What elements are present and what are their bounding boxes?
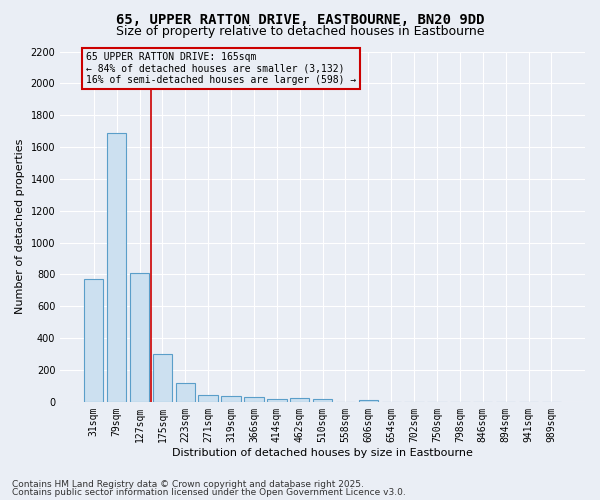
- Bar: [199, 394, 218, 402]
- Y-axis label: Number of detached properties: Number of detached properties: [15, 139, 25, 314]
- Bar: [152, 354, 172, 402]
- Bar: [107, 132, 127, 402]
- Text: 65, UPPER RATTON DRIVE, EASTBOURNE, BN20 9DD: 65, UPPER RATTON DRIVE, EASTBOURNE, BN20…: [116, 12, 484, 26]
- Bar: [176, 382, 195, 402]
- Bar: [267, 398, 287, 402]
- Bar: [290, 398, 310, 402]
- Bar: [313, 399, 332, 402]
- Text: Contains HM Land Registry data © Crown copyright and database right 2025.: Contains HM Land Registry data © Crown c…: [12, 480, 364, 489]
- Text: Contains public sector information licensed under the Open Government Licence v3: Contains public sector information licen…: [12, 488, 406, 497]
- Text: Size of property relative to detached houses in Eastbourne: Size of property relative to detached ho…: [116, 25, 484, 38]
- Text: 65 UPPER RATTON DRIVE: 165sqm
← 84% of detached houses are smaller (3,132)
16% o: 65 UPPER RATTON DRIVE: 165sqm ← 84% of d…: [86, 52, 356, 84]
- Bar: [359, 400, 378, 402]
- X-axis label: Distribution of detached houses by size in Eastbourne: Distribution of detached houses by size …: [172, 448, 473, 458]
- Bar: [244, 398, 263, 402]
- Bar: [130, 273, 149, 402]
- Bar: [221, 396, 241, 402]
- Bar: [84, 279, 103, 402]
